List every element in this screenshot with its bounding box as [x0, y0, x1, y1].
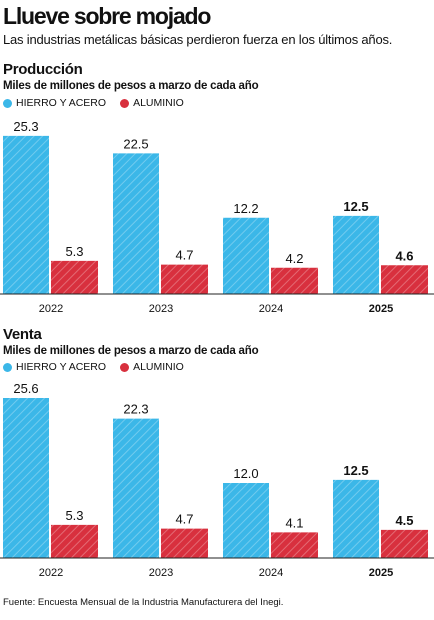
bar-aluminio-2022 — [51, 260, 98, 294]
value-label-aluminio-2022: 5.3 — [65, 244, 83, 259]
value-label-hierro-2025: 12.5 — [343, 199, 368, 214]
value-label-aluminio-2023: 4.7 — [175, 248, 193, 263]
value-label-hierro-2024: 12.2 — [233, 201, 258, 216]
value-label-aluminio-2024: 4.1 — [285, 515, 303, 530]
sales-section-title: Venta — [3, 326, 42, 343]
tick-label-2022: 2022 — [39, 303, 63, 315]
sales-bar-chart: 25.6 5.3 2022 22.3 4.7 2023 12.0 4.1 2024 12.5 4.5… — [0, 381, 434, 579]
value-label-aluminio-2024: 4.2 — [285, 251, 303, 266]
value-label-hierro-2023: 22.3 — [123, 402, 148, 417]
production-bar-chart: 25.3 5.3 2022 22.5 4.7 2023 12.2 4.2 2024 12.5 4.6… — [0, 119, 434, 315]
bar-aluminio-2025 — [381, 265, 428, 294]
tick-label-2024: 2024 — [259, 567, 283, 579]
bar-hierro-2022 — [3, 135, 49, 294]
tick-label-2023: 2023 — [149, 303, 173, 315]
tick-label-2025: 2025 — [369, 303, 393, 315]
production-section-title: Producción — [3, 61, 83, 78]
tick-label-2025: 2025 — [369, 567, 393, 579]
bar-hierro-2022 — [3, 398, 49, 558]
legend-label-aluminio: ALUMINIO — [133, 361, 184, 373]
legend-item-aluminio: ALUMINIO — [120, 361, 184, 373]
sales-unit-label: Miles de millones de pesos a marzo de ca… — [3, 345, 259, 357]
bar-hierro-2023 — [113, 153, 159, 294]
value-label-aluminio-2022: 5.3 — [65, 508, 83, 523]
legend-item-hierro: HIERRO Y ACERO — [3, 361, 106, 373]
value-label-hierro-2024: 12.0 — [233, 466, 258, 481]
legend-label-hierro: HIERRO Y ACERO — [16, 97, 107, 109]
bar-hierro-2023 — [113, 418, 159, 558]
legend-item-aluminio: ALUMINIO — [120, 97, 184, 109]
value-label-hierro-2022: 25.3 — [13, 119, 38, 134]
value-label-aluminio-2023: 4.7 — [175, 512, 193, 527]
value-label-aluminio-2025: 4.5 — [395, 513, 413, 528]
sales-legend: HIERRO Y ACERO ALUMINIO — [3, 361, 198, 373]
bar-aluminio-2024 — [271, 532, 318, 558]
production-legend: HIERRO Y ACERO ALUMINIO — [3, 97, 198, 109]
legend-label-aluminio: ALUMINIO — [133, 97, 184, 109]
value-label-hierro-2025: 12.5 — [343, 463, 368, 478]
bar-aluminio-2022 — [51, 524, 98, 558]
bar-hierro-2025 — [333, 215, 379, 294]
value-label-hierro-2022: 25.6 — [13, 381, 38, 396]
bar-aluminio-2023 — [161, 264, 208, 294]
legend-swatch-aluminio — [120, 362, 130, 372]
bar-aluminio-2023 — [161, 528, 208, 558]
bar-hierro-2024 — [223, 483, 269, 558]
legend-label-hierro: HIERRO Y ACERO — [16, 361, 107, 373]
value-label-hierro-2023: 22.5 — [123, 136, 148, 151]
bar-hierro-2024 — [223, 217, 269, 294]
production-unit-label: Miles de millones de pesos a marzo de ca… — [3, 80, 259, 92]
bar-hierro-2025 — [333, 479, 379, 558]
chart-subtitle: Las industrias metálicas básicas perdier… — [3, 32, 393, 47]
bar-aluminio-2025 — [381, 529, 428, 558]
bar-aluminio-2024 — [271, 267, 318, 294]
tick-label-2023: 2023 — [149, 567, 173, 579]
chart-title: Llueve sobre mojado — [3, 3, 211, 29]
tick-label-2024: 2024 — [259, 303, 283, 315]
legend-swatch-aluminio — [120, 98, 130, 108]
legend-swatch-hierro — [3, 362, 12, 372]
value-label-aluminio-2025: 4.6 — [395, 248, 413, 263]
source-note: Fuente: Encuesta Mensual de la Industria… — [3, 597, 284, 608]
legend-swatch-hierro — [3, 98, 12, 108]
legend-item-hierro: HIERRO Y ACERO — [3, 97, 106, 109]
tick-label-2022: 2022 — [39, 567, 63, 579]
